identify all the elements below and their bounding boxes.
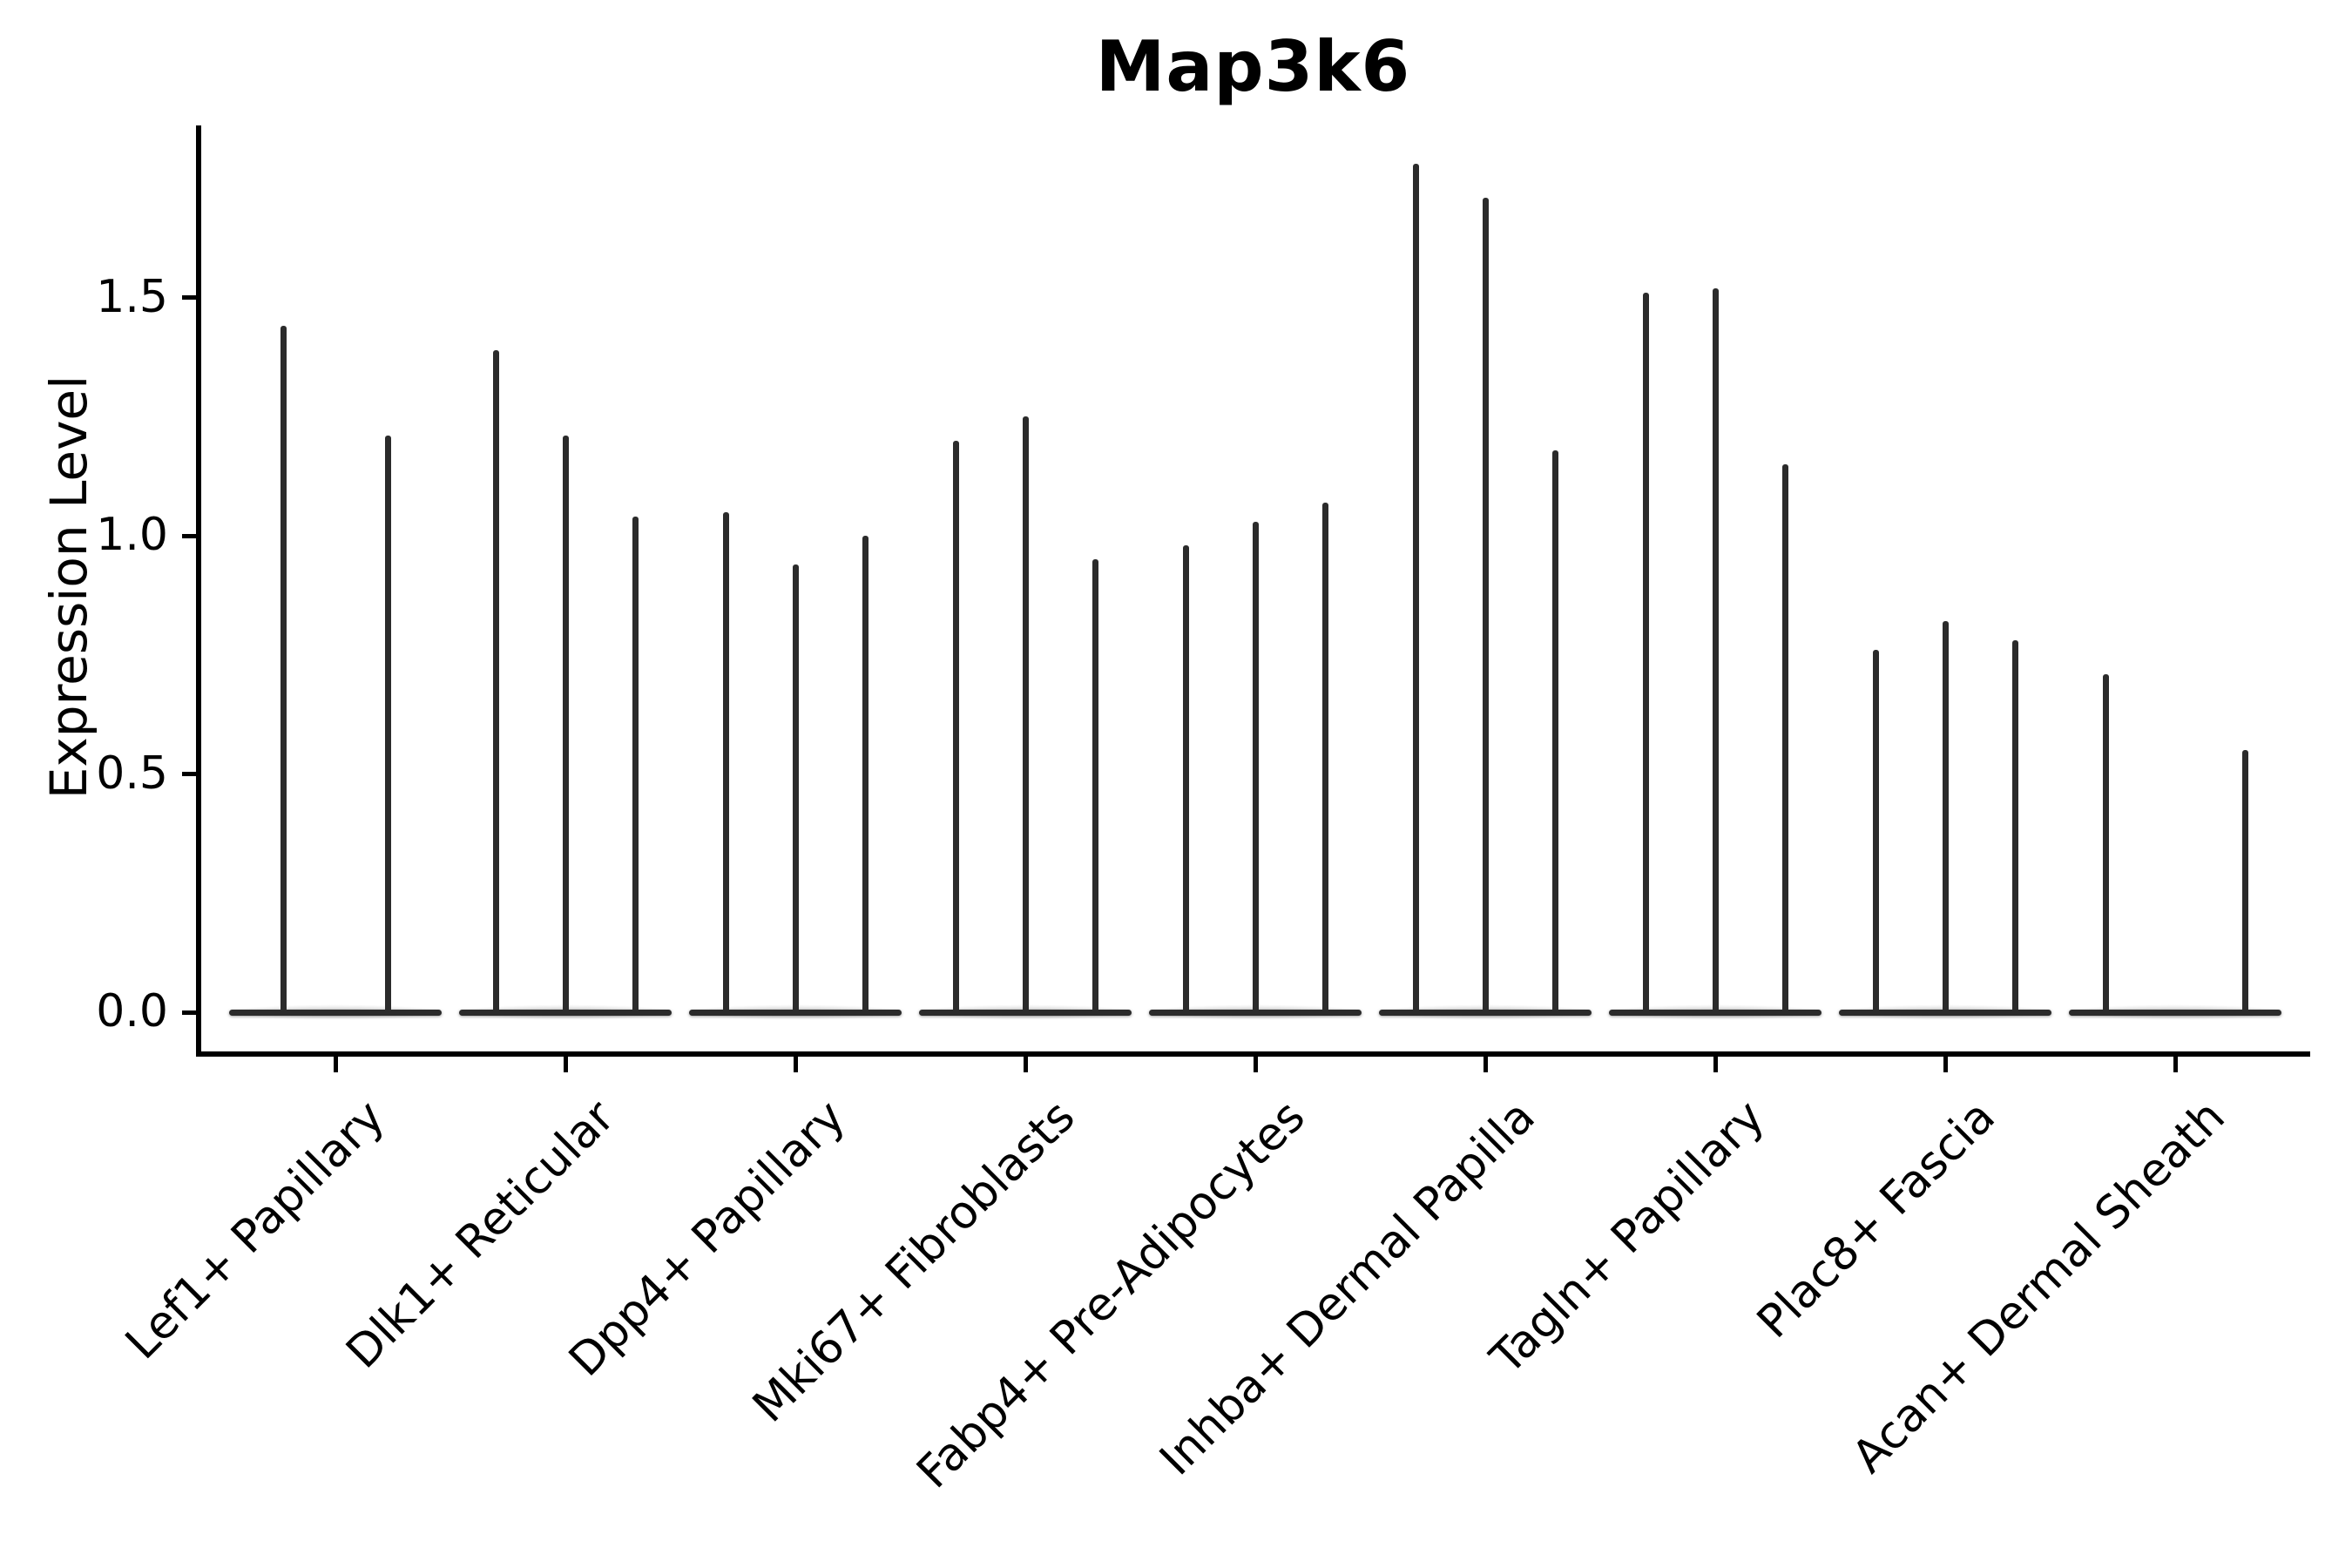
violin-spike — [1551, 449, 1558, 1012]
x-tick-label: Inhba+ Dermal Papilla — [1149, 1091, 1545, 1486]
violin-spike — [1092, 559, 1098, 1012]
violin-spike — [1872, 650, 1879, 1012]
violin-spike — [1022, 416, 1029, 1012]
violin-baseline — [689, 1009, 902, 1016]
chart-title: Map3k6 — [1095, 26, 1411, 107]
y-tick-mark — [182, 533, 196, 538]
x-tick-mark — [1943, 1057, 1948, 1072]
violin-spike — [562, 436, 569, 1012]
y-tick-mark — [182, 772, 196, 776]
x-tick-mark — [333, 1057, 338, 1072]
violin-spike — [1252, 521, 1259, 1012]
violin-baseline — [919, 1009, 1132, 1016]
y-tick-label: 1.5 — [96, 270, 168, 323]
x-axis-spine — [196, 1051, 2310, 1057]
violin-spike — [1482, 197, 1489, 1012]
violin-baseline — [1379, 1009, 1592, 1016]
violin-baseline — [1149, 1009, 1362, 1016]
x-tick-label: Fabp4+ Pre-Adipocytes — [907, 1091, 1315, 1499]
x-tick-mark — [793, 1057, 798, 1072]
violin-spike — [1942, 621, 1949, 1012]
x-tick-mark — [1023, 1057, 1028, 1072]
violin-baseline — [2069, 1009, 2281, 1016]
violin-spike — [2102, 673, 2109, 1012]
x-tick-label: Acan+ Dermal Sheath — [1842, 1091, 2235, 1484]
violin-spike — [2241, 750, 2248, 1012]
y-tick-label: 0.5 — [96, 747, 168, 800]
violin-baseline — [459, 1009, 672, 1016]
y-tick-label: 1.0 — [96, 508, 168, 561]
y-axis-spine — [196, 125, 201, 1057]
violin-spike — [952, 440, 959, 1012]
violin-spike — [1412, 164, 1419, 1012]
x-tick-mark — [1713, 1057, 1718, 1072]
x-tick-mark — [1483, 1057, 1488, 1072]
violin-spike — [280, 326, 287, 1012]
violin-spike — [384, 436, 391, 1012]
violin-baseline — [1839, 1009, 2051, 1016]
violin-spike — [1182, 544, 1189, 1012]
violin-spike — [1781, 463, 1788, 1012]
x-tick-mark — [563, 1057, 568, 1072]
violin-spike — [2011, 640, 2018, 1012]
violin-spike — [792, 564, 799, 1012]
y-tick-mark — [182, 1010, 196, 1015]
violin-spike — [862, 536, 868, 1012]
violin-spike — [492, 349, 499, 1012]
violin-spike — [1712, 287, 1719, 1012]
x-tick-mark — [1253, 1057, 1258, 1072]
violin-spike — [1642, 293, 1649, 1012]
violin-baseline — [229, 1009, 442, 1016]
violin-spike — [1321, 502, 1328, 1012]
violin-spike — [722, 511, 729, 1012]
violin-baseline — [1609, 1009, 1821, 1016]
y-tick-mark — [182, 295, 196, 300]
x-tick-label: Plac8+ Fascia — [1747, 1091, 2005, 1348]
y-tick-label: 0.0 — [96, 984, 168, 1037]
x-tick-mark — [2173, 1057, 2178, 1072]
violin-spike — [632, 517, 639, 1012]
